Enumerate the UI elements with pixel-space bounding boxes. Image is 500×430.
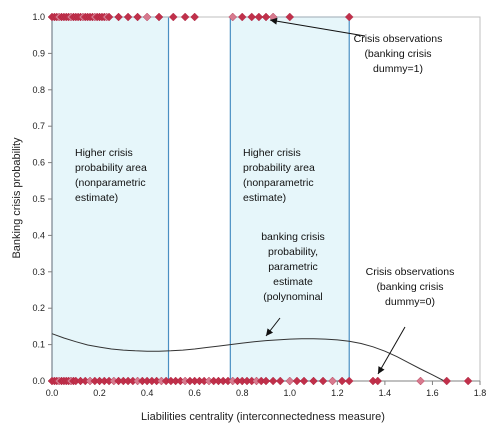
- x-tick-label: 0.4: [141, 388, 154, 398]
- annotation-line: Crisis observations: [354, 33, 443, 45]
- annotation-line: Crisis observations: [366, 266, 455, 278]
- x-tick-label: 0.6: [188, 388, 201, 398]
- y-tick-label: 0.4: [32, 230, 45, 240]
- annotation-2: Higher crisis probability area (nonparamet…: [243, 147, 315, 204]
- annotation-line: Higher crisis: [75, 147, 133, 159]
- crisis-point-dummy0: [416, 376, 425, 386]
- parametric-estimate-curve: [51, 333, 445, 382]
- annotation-4: Crisis observations (banking crisis dummy=…: [366, 266, 455, 308]
- y-tick-label: 0.1: [32, 340, 45, 350]
- annotation-1: Higher crisis probability area (nonparamet…: [75, 147, 147, 204]
- crisis-point-dummy0: [463, 376, 473, 386]
- shaded-region-0: [51, 16, 170, 382]
- arrow-to-dummy0-head: [378, 366, 385, 374]
- y-tick-label: 1.0: [32, 12, 45, 22]
- y-tick-label: 0.7: [32, 121, 45, 131]
- annotation-line: (polynominal: [263, 291, 323, 303]
- y-tick-label: 0.5: [32, 194, 45, 204]
- annotation-line: dummy=1): [373, 63, 423, 75]
- x-tick-label: 1.8: [474, 388, 487, 398]
- shaded-regions: [51, 16, 350, 382]
- crisis-point-dummy0: [292, 376, 302, 386]
- crisis-point-dummy0: [261, 376, 271, 386]
- y-tick-label: 0.6: [32, 158, 45, 168]
- annotation-line: (nonparametric: [243, 177, 314, 189]
- annotation-line: (banking crisis: [376, 281, 443, 293]
- arrow-to-curve-head: [266, 328, 274, 336]
- annotation-line: dummy=0): [385, 296, 435, 308]
- x-tick-label: 0.8: [236, 388, 249, 398]
- crisis-point-dummy0: [275, 376, 285, 386]
- x-tick-label: 1.4: [379, 388, 392, 398]
- y-axis-ticks: 0.0 0.1 0.2 0.3 0.4 0.5 0.6 0.7 0.8 0.9 1.0: [32, 12, 52, 386]
- crisis-point-dummy1: [180, 12, 190, 22]
- arrow-to-dummy1: [269, 19, 366, 37]
- annotation-line: probability area: [243, 162, 315, 174]
- annotation-line: estimate): [75, 192, 118, 204]
- crisis-point-dummy0: [268, 376, 278, 386]
- crisis-point-dummy0: [337, 376, 347, 386]
- y-tick-label: 0.9: [32, 48, 45, 58]
- x-tick-label: 0.2: [93, 388, 106, 398]
- annotation-line: estimate: [273, 276, 313, 288]
- crisis-point-dummy0: [318, 376, 328, 386]
- annotation-3: banking crisis probability, parametric esti…: [261, 231, 325, 303]
- crisis-point-dummy1: [104, 12, 114, 22]
- annotation-line: estimate): [243, 192, 286, 204]
- y-tick-label: 0.0: [32, 376, 45, 386]
- crisis-point-dummy1: [237, 12, 247, 22]
- crisis-point-dummy1: [344, 12, 354, 22]
- crisis-point-dummy1: [261, 12, 271, 22]
- annotation-line: parametric: [268, 261, 318, 273]
- crisis-point-dummy1: [190, 12, 199, 22]
- x-axis-title: Liabilities centrality (interconnectedne…: [141, 411, 385, 423]
- crisis-point-dummy0: [344, 376, 354, 386]
- crisis-point-dummy1: [154, 12, 164, 22]
- y-axis-title: Banking crisis probability: [11, 137, 23, 259]
- crisis-point-dummy1: [142, 12, 152, 22]
- x-tick-label: 0.0: [46, 388, 59, 398]
- crisis-point-dummy0: [328, 376, 337, 386]
- y-tick-label: 0.3: [32, 267, 45, 277]
- crisis-point-dummy0: [373, 376, 383, 386]
- y-tick-label: 0.2: [32, 303, 45, 313]
- arrow-to-dummy0: [377, 326, 406, 375]
- annotation-line: banking crisis: [261, 231, 325, 243]
- annotation-line: (banking crisis: [364, 48, 431, 60]
- crisis-point-dummy1: [123, 12, 133, 22]
- annotation-line: Higher crisis: [243, 147, 301, 159]
- x-axis-ticks: 0.0 0.2 0.4 0.6 0.8 1.0 1.2 1.4 1.6 1.8: [46, 381, 487, 398]
- annotation-line: (nonparametric: [75, 177, 146, 189]
- x-tick-label: 1.0: [284, 388, 297, 398]
- annotation-line: probability,: [268, 246, 318, 258]
- crisis-point-dummy0: [309, 376, 318, 386]
- y-tick-label: 0.8: [32, 85, 45, 95]
- x-tick-label: 1.2: [331, 388, 344, 398]
- crisis-point-dummy0: [442, 376, 451, 386]
- x-tick-label: 1.6: [426, 388, 439, 398]
- crisis-point-dummy1: [228, 12, 237, 22]
- annotation-0: Crisis observations (banking crisis dummy=…: [354, 33, 443, 75]
- crisis-point-dummy1: [285, 12, 295, 22]
- crisis-observation-points: [47, 12, 473, 386]
- annotation-line: probability area: [75, 162, 147, 174]
- crisis-point-dummy1: [168, 12, 178, 22]
- annotation-arrows: [265, 17, 406, 375]
- crisis-point-dummy1: [247, 12, 257, 22]
- arrow-to-dummy1-head: [270, 17, 278, 25]
- crisis-point-dummy0: [285, 376, 295, 386]
- annotations: Crisis observations (banking crisis dummy=…: [75, 33, 454, 308]
- crisis-point-dummy1: [114, 12, 123, 22]
- crisis-point-dummy1: [133, 12, 142, 22]
- crisis-point-dummy0: [299, 376, 309, 386]
- crisis-point-dummy1: [254, 12, 264, 22]
